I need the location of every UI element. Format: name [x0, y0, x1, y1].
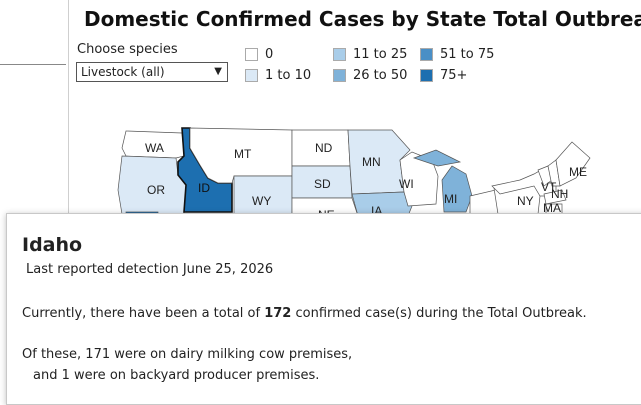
- legend-swatch: [245, 68, 258, 82]
- legend-swatch: [420, 47, 433, 61]
- state-label-WY: WY: [252, 194, 271, 208]
- tooltip-breakdown-line1: Of these, 171 were on dairy milking cow …: [22, 347, 353, 362]
- state-label-WA: WA: [145, 141, 164, 155]
- tooltip-total-count: 172: [264, 306, 292, 321]
- state-label-WI: WI: [399, 177, 414, 191]
- legend-item-26-50: 26 to 50: [333, 67, 407, 83]
- legend-swatch: [333, 68, 346, 82]
- state-label-ID: ID: [198, 181, 210, 195]
- legend-label: 11 to 25: [353, 46, 408, 62]
- tooltip-state-name: Idaho: [22, 234, 83, 256]
- tooltip-total-cases: Currently, there have been a total of 17…: [22, 306, 587, 321]
- legend-label: 1 to 10: [265, 67, 312, 83]
- state-label-MI: MI: [444, 192, 457, 206]
- legend-label: 75+: [440, 67, 468, 83]
- legend-item-1-10: 1 to 10: [245, 67, 311, 83]
- panel-border: [68, 0, 69, 400]
- tooltip-total-suffix: confirmed case(s) during the Total Outbr…: [291, 306, 587, 321]
- state-ME[interactable]: [555, 141, 591, 187]
- legend-item-0: 0: [245, 46, 273, 62]
- tooltip-last-reported: Last reported detection June 25, 2026: [26, 262, 274, 277]
- chevron-down-icon[interactable]: ▼: [214, 66, 222, 77]
- state-label-OR: OR: [147, 183, 165, 197]
- state-MA[interactable]: [543, 189, 567, 205]
- divider-line: [0, 64, 66, 65]
- state-label-ND: ND: [315, 141, 333, 155]
- tooltip-breakdown-line2: and 1 were on backyard producer premises…: [33, 368, 320, 383]
- legend-item-51-75: 51 to 75: [420, 46, 494, 62]
- legend-label: 51 to 75: [440, 46, 495, 62]
- page-title: Domestic Confirmed Cases by State Total …: [84, 7, 641, 31]
- state-label-NY: NY: [517, 194, 534, 208]
- state-IA[interactable]: [351, 191, 413, 217]
- legend-swatch: [245, 47, 258, 61]
- state-label-VT: VT: [541, 180, 557, 194]
- species-dropdown[interactable]: Livestock (all) ▼: [76, 62, 228, 82]
- species-filter-label: Choose species: [77, 42, 178, 57]
- legend-item-75-plus: 75+: [420, 67, 467, 83]
- state-label-ME: ME: [569, 165, 587, 179]
- state-tooltip: Idaho Last reported detection June 25, 2…: [6, 213, 641, 405]
- legend-item-11-25: 11 to 25: [333, 46, 407, 62]
- tooltip-total-prefix: Currently, there have been a total of: [22, 306, 265, 321]
- species-dropdown-value: Livestock (all): [81, 65, 165, 79]
- legend-label: 26 to 50: [353, 67, 408, 83]
- state-label-NH: NH: [551, 187, 568, 201]
- legend-swatch: [420, 68, 433, 82]
- state-WI[interactable]: [399, 151, 439, 207]
- legend-swatch: [333, 47, 346, 61]
- legend-label: 0: [265, 46, 274, 62]
- state-label-MT: MT: [234, 147, 252, 161]
- state-label-IA: IA: [371, 204, 382, 218]
- state-label-SD: SD: [314, 177, 331, 191]
- state-label-MN: MN: [362, 155, 381, 169]
- state-label-MA: MA: [543, 201, 561, 215]
